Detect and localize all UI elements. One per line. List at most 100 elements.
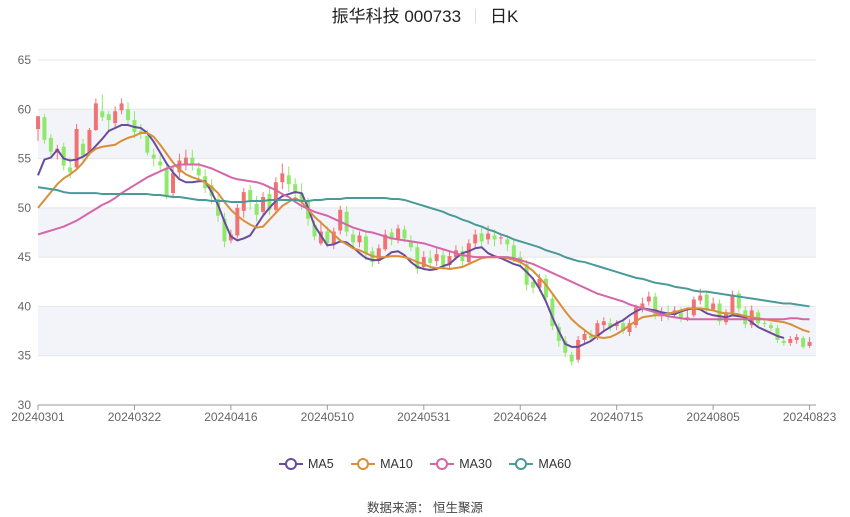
candle-body	[428, 258, 433, 264]
candle-body	[640, 303, 645, 310]
legend-ma10-label: MA10	[380, 457, 413, 471]
candle-body	[36, 116, 40, 129]
band	[38, 207, 816, 258]
candle-body	[286, 175, 291, 185]
candle-body	[363, 236, 368, 254]
source-label: 数据来源：	[366, 501, 430, 515]
legend-item-ma60[interactable]: MA60	[509, 457, 571, 471]
candle-body	[389, 232, 394, 240]
candle-body	[447, 256, 452, 266]
candle-body	[344, 211, 349, 232]
x-tick-label: 20240531	[397, 410, 451, 424]
candle-body	[730, 294, 735, 313]
candle-body	[222, 218, 227, 242]
candle-body	[299, 193, 304, 202]
legend-ma30-icon	[430, 457, 455, 471]
legend-item-ma10[interactable]: MA10	[351, 457, 413, 471]
legend-ma60-label: MA60	[538, 457, 572, 471]
candle-body	[293, 184, 298, 193]
candle-body	[788, 338, 793, 343]
legend-ma10-icon	[351, 457, 376, 471]
candle-body	[273, 182, 278, 210]
candle-body	[576, 339, 581, 360]
candle-body	[698, 295, 703, 301]
candle-body	[466, 243, 471, 263]
y-tick-label: 60	[18, 102, 32, 116]
candle-body	[261, 197, 266, 212]
legend-ma5-icon	[278, 457, 303, 471]
candle-body	[762, 323, 767, 325]
y-tick-label: 35	[18, 349, 32, 363]
stock-name: 振华科技 000733	[331, 7, 462, 26]
candle-body	[415, 247, 420, 269]
candle-body	[318, 231, 323, 244]
series-line-ma30	[37, 163, 810, 321]
candle-body	[608, 323, 613, 328]
candle-body	[563, 340, 568, 353]
candle-body	[781, 340, 786, 343]
legend-item-ma5[interactable]: MA5	[278, 457, 334, 471]
legend-ma60-icon	[509, 457, 534, 471]
candle-body	[434, 254, 439, 262]
x-axis: 20240301 20240322 20240416 20240510 20240531…	[11, 404, 837, 424]
candle-body	[646, 296, 651, 302]
candle-body	[190, 157, 195, 166]
candle-body	[42, 117, 47, 140]
candle-body	[48, 137, 53, 152]
candle-body	[582, 334, 587, 340]
candle-body	[736, 293, 741, 309]
candle-body	[556, 327, 561, 341]
chart-title: 振华科技 000733 日K	[0, 4, 850, 30]
candle-body	[595, 323, 600, 337]
candle-body	[704, 294, 709, 310]
candle-body	[543, 278, 548, 298]
candle-body	[531, 281, 536, 288]
candle-body	[807, 341, 812, 346]
candle-body	[106, 114, 111, 121]
band	[38, 109, 816, 159]
candle-body	[145, 135, 150, 153]
candle-body	[421, 257, 426, 267]
candle-body	[74, 129, 79, 168]
candle-body	[100, 111, 105, 118]
candle-body	[537, 278, 542, 288]
candle-body	[280, 173, 285, 183]
candle-body	[357, 235, 362, 243]
candle-body	[119, 103, 124, 111]
candle-body	[331, 231, 336, 245]
y-tick-label: 30	[18, 398, 32, 412]
candle-body	[68, 167, 73, 173]
candle-body	[183, 157, 188, 166]
x-tick-label: 20240823	[783, 410, 837, 424]
x-tick-label: 20240322	[108, 410, 162, 424]
candle-body	[685, 317, 690, 319]
candle-body	[794, 336, 799, 340]
candle-body	[267, 194, 272, 210]
candle-body	[441, 255, 446, 266]
legend-item-ma30[interactable]: MA30	[430, 457, 492, 471]
candle-body	[498, 237, 503, 239]
candle-body	[601, 321, 606, 326]
series-line-ma10	[37, 131, 810, 339]
candle-body	[113, 111, 118, 124]
candles	[36, 94, 812, 366]
period-label: 日K	[490, 7, 519, 26]
candle-body	[402, 229, 407, 239]
candle-body	[396, 228, 401, 239]
candle-body	[171, 173, 176, 194]
candle-body	[492, 235, 497, 240]
candle-body	[408, 241, 413, 248]
candle-body	[383, 234, 388, 250]
candle-body	[524, 264, 529, 285]
y-tick-label: 50	[18, 201, 32, 215]
candle-body	[627, 323, 632, 333]
candle-body	[325, 231, 330, 244]
candle-body	[653, 296, 658, 316]
candle-body	[254, 203, 259, 215]
candle-body	[775, 328, 780, 340]
candle-body	[633, 307, 638, 326]
candle-body	[177, 160, 182, 173]
x-tick-label: 20240416	[204, 410, 258, 424]
candle-body	[196, 168, 201, 176]
candle-body	[711, 303, 716, 310]
